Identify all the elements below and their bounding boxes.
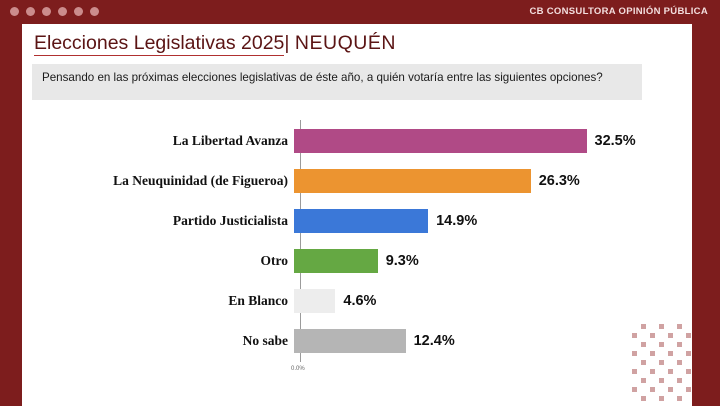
bar-segment [294,248,378,273]
bar-value-label: 32.5% [594,132,636,149]
pattern-dot-icon [650,351,655,356]
dot-icon [74,7,83,16]
title-location: NEUQUÉN [294,32,396,54]
bar-value-label: 9.3% [385,252,419,269]
pattern-dot-icon [650,333,655,338]
bar-row: La Libertad Avanza 32.5% [32,126,682,155]
bar-segment [294,328,406,353]
bar-category-label: En Blanco [228,292,288,308]
pattern-dot-icon [659,396,664,401]
bar-category-label: Partido Justicialista [172,212,288,228]
pattern-dot-icon [659,342,664,347]
bar-row: En Blanco 4.6% [32,286,682,315]
pattern-dot-icon [686,387,691,392]
page-title: Elecciones Legislativas 2025| NEUQUÉN [34,32,396,56]
top-bar: CB CONSULTORA OPINIÓN PÚBLICA [0,0,720,24]
bar-category-label: La Neuquinidad (de Figueroa) [113,172,288,188]
bar-wrapper: 14.9% [294,208,478,233]
bar-wrapper: 26.3% [294,168,580,193]
bar-segment [294,208,429,233]
bar-segment [294,288,336,313]
bar-wrapper: 32.5% [294,128,636,153]
pattern-dot-icon [641,396,646,401]
dot-icon [58,7,67,16]
pattern-dot-icon [677,396,682,401]
bar-segment [294,168,531,193]
pattern-dot-icon [641,324,646,329]
title-main: Elecciones Legislativas 2025 [34,32,285,56]
dot-icon [90,7,99,16]
pattern-dot-icon [632,333,637,338]
bar-rows: La Libertad Avanza 32.5% La Neuquinidad (d… [32,126,682,366]
dot-icon [42,7,51,16]
pattern-dot-icon [650,369,655,374]
title-separator: | [284,32,290,54]
bar-segment [294,128,587,153]
pattern-dot-icon [686,351,691,356]
axis-zero-label: 0.0% [291,366,305,372]
bar-wrapper: 9.3% [294,248,419,273]
bar-row: La Neuquinidad (de Figueroa) 26.3% [32,166,682,195]
pattern-dot-icon [668,333,673,338]
bar-row: Partido Justicialista 14.9% [32,206,682,235]
slide-content: Elecciones Legislativas 2025| NEUQUÉN Pe… [22,24,692,406]
pattern-dot-icon [677,342,682,347]
bar-wrapper: 4.6% [294,288,377,313]
bar-value-label: 12.4% [413,332,455,349]
pattern-dot-icon [677,360,682,365]
brand-label: CB CONSULTORA OPINIÓN PÚBLICA [529,6,708,17]
pattern-dot-icon [641,378,646,383]
bar-category-label: Otro [260,252,289,268]
pattern-dot-icon [641,342,646,347]
decorative-pattern [628,320,692,406]
pattern-dot-icon [668,369,673,374]
pattern-dot-icon [641,360,646,365]
pattern-dot-icon [686,333,691,338]
left-strip [0,24,22,406]
bar-row: Otro 9.3% [32,246,682,275]
dot-icon [26,7,35,16]
question-text: Pensando en las próximas elecciones legi… [32,64,642,100]
pattern-dot-icon [659,360,664,365]
bar-value-label: 14.9% [436,212,478,229]
dot-icon [10,7,19,16]
bar-value-label: 26.3% [538,172,580,189]
pattern-dot-icon [659,378,664,383]
decorative-dots [10,7,99,16]
bar-value-label: 4.6% [343,292,377,309]
pattern-dot-icon [668,387,673,392]
pattern-dot-icon [632,369,637,374]
bar-wrapper: 12.4% [294,328,455,353]
bar-row: No sabe 12.4% [32,326,682,355]
pattern-dot-icon [632,351,637,356]
pattern-dot-icon [686,369,691,374]
pattern-dot-icon [677,378,682,383]
bar-category-label: La Libertad Avanza [172,132,288,148]
pattern-dot-icon [659,324,664,329]
right-strip [692,24,720,406]
bar-category-label: No sabe [242,332,288,348]
value-axis [300,120,301,362]
pattern-dot-icon [650,387,655,392]
pattern-dot-icon [668,351,673,356]
bar-chart: 0.0% La Libertad Avanza 32.5% La Neuquinid… [32,116,682,396]
pattern-dot-icon [677,324,682,329]
pattern-dot-icon [632,387,637,392]
